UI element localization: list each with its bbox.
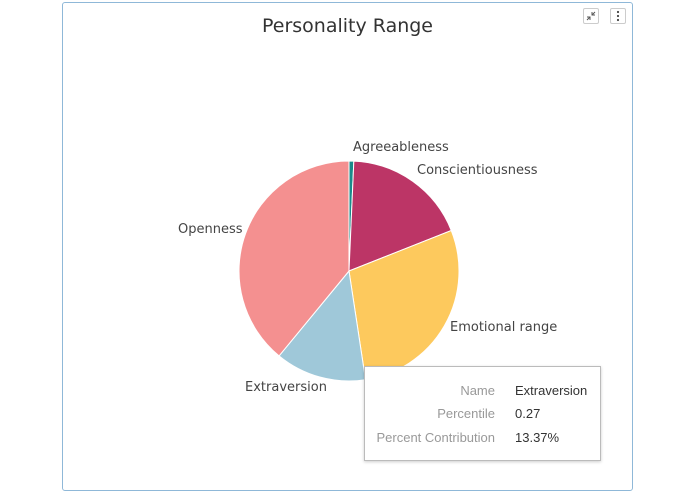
- chart-title: Personality Range: [262, 15, 433, 37]
- collapse-button[interactable]: [583, 8, 599, 24]
- label-agreeableness: Agreeableness: [353, 140, 449, 155]
- tooltip-contribution-label: Percent Contribution: [376, 430, 495, 445]
- pie-slice-openness[interactable]: [238, 160, 350, 357]
- label-openness: Openness: [178, 222, 243, 237]
- tooltip-name-label: Name: [460, 383, 495, 398]
- menu-button[interactable]: [610, 8, 626, 24]
- tooltip-name-value: Extraversion: [515, 383, 588, 398]
- label-extraversion: Extraversion: [245, 380, 327, 395]
- tooltip-percentile-value: 0.27: [515, 406, 541, 421]
- pie-slice-extraversion[interactable]: [278, 269, 367, 382]
- tooltip-percentile-label: Percentile: [437, 406, 495, 421]
- tooltip-contribution-value: 13.37%: [515, 430, 560, 445]
- pie-slice-conscientiousness[interactable]: [348, 160, 452, 272]
- collapse-icon: [586, 11, 596, 21]
- label-conscientiousness: Conscientiousness: [417, 163, 538, 178]
- tooltip: Name Extraversion Percentile 0.27 Percen…: [364, 366, 601, 461]
- label-emotional-range: Emotional range: [450, 320, 558, 335]
- vertical-ellipsis-icon: [616, 10, 620, 22]
